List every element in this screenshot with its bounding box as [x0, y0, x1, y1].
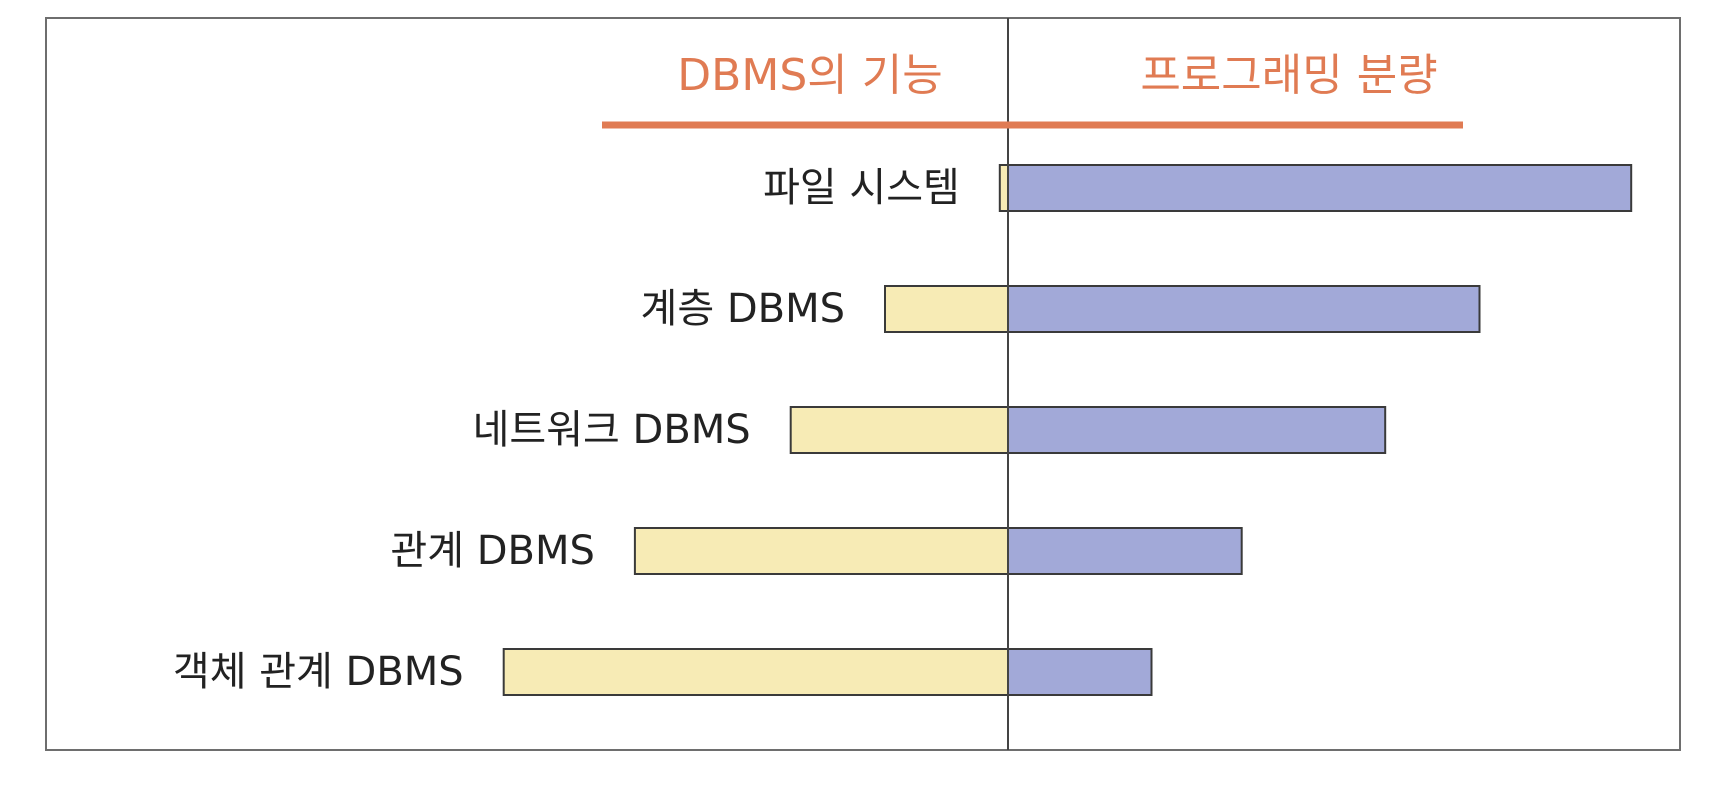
category-label-0: 파일 시스템 [763, 165, 960, 211]
category-label-1: 계층 DBMS [641, 286, 845, 332]
left-series-header: DBMS의 기능 [677, 50, 942, 101]
category-label-3: 관계 DBMS [390, 528, 594, 574]
chart-frame [45, 17, 1681, 751]
bar-left-3 [633, 527, 1010, 575]
right-series-header: 프로그래밍 분량 [1140, 50, 1437, 101]
bar-right-1 [1007, 285, 1481, 333]
bar-left-0 [998, 164, 1009, 212]
bars-layer [502, 164, 1633, 696]
bar-left-2 [789, 406, 1010, 454]
bar-right-4 [1007, 648, 1153, 696]
bar-left-1 [884, 285, 1009, 333]
category-label-4: 객체 관계 DBMS [173, 649, 464, 695]
category-label-2: 네트워크 DBMS [473, 407, 751, 453]
bar-left-4 [502, 648, 1009, 696]
bar-right-3 [1007, 527, 1243, 575]
bar-right-0 [1007, 164, 1633, 212]
bar-right-2 [1007, 406, 1387, 454]
